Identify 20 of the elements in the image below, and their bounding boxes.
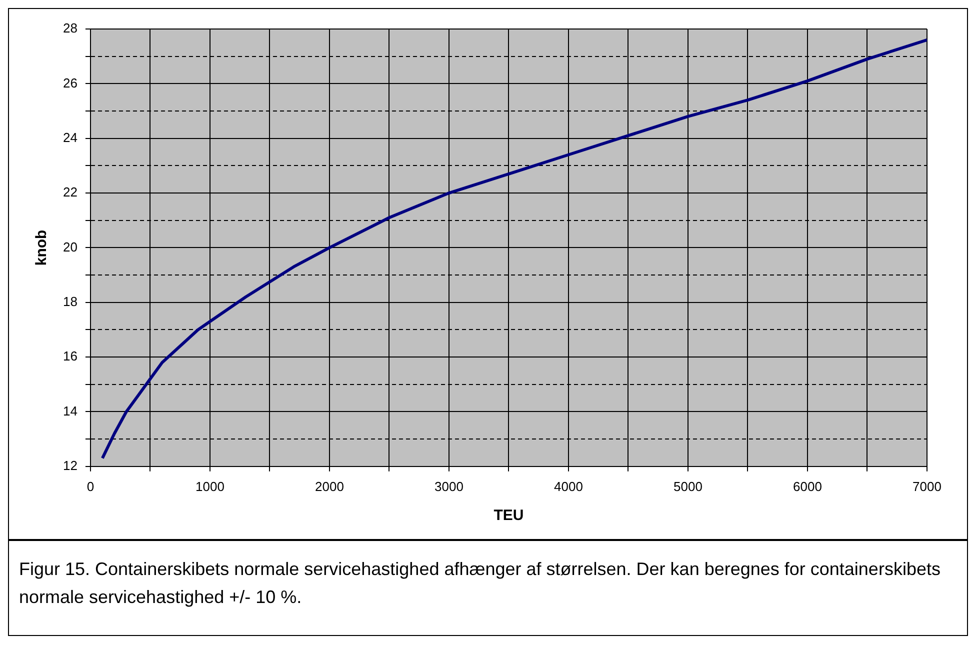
x-tick-label: 1000: [196, 478, 224, 494]
y-tick-label: 22: [62, 184, 78, 200]
x-tick-label: 6000: [793, 478, 822, 494]
y-tick-label: 20: [62, 239, 78, 254]
text: Figur 15. Containerskibets normale servicehastighed afhænger af størrelsen. Der kan beregnes for containerskibets normale servicehastighed +/- 10 %.: [19, 558, 942, 609]
y-tick-label: 18: [62, 294, 78, 309]
x-tick-label: 2000: [315, 478, 344, 494]
y-tick-label: 28: [62, 20, 78, 36]
y-tick-label: 24: [62, 130, 78, 145]
x-tick-label: 3000: [434, 478, 464, 494]
x-tick-label: 4000: [554, 478, 583, 494]
x-tick-label: 0: [86, 478, 94, 494]
x-axis-title: TEU: [494, 507, 524, 524]
x-tick-label: 7000: [912, 478, 942, 494]
y-tick-label: 12: [62, 458, 78, 473]
y-tick-label: 26: [62, 75, 78, 90]
y-axis-title: knob: [33, 230, 50, 266]
y-tick-label: 14: [62, 403, 78, 418]
y-tick-label: 16: [62, 348, 78, 364]
x-tick-label: 5000: [674, 478, 702, 494]
